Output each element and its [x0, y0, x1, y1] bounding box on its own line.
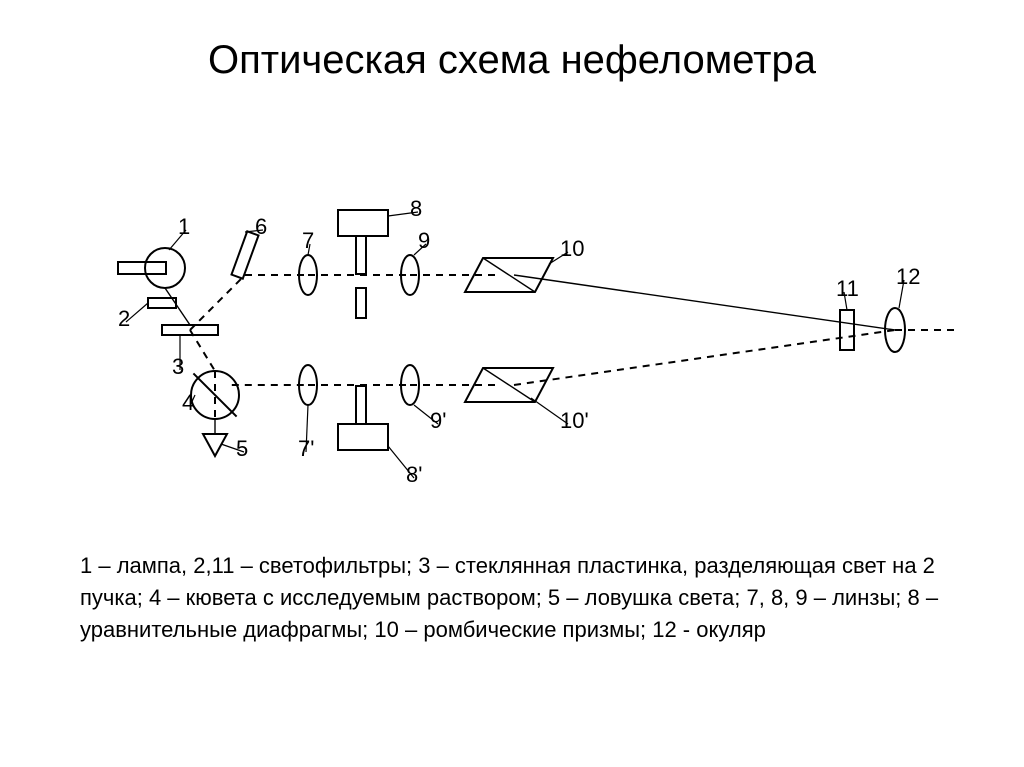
- component-label-7: 7: [302, 228, 314, 254]
- component-label-1: 1: [178, 214, 190, 240]
- component-label-7p: 7': [298, 436, 314, 462]
- optical-diagram: [0, 0, 1024, 540]
- component-label-2: 2: [118, 306, 130, 332]
- component-label-10p: 10': [560, 408, 589, 434]
- component-label-8: 8: [410, 196, 422, 222]
- component-label-5: 5: [236, 436, 248, 462]
- component-label-11: 11: [836, 276, 859, 302]
- component-label-3: 3: [172, 354, 184, 380]
- component-label-12: 12: [896, 264, 920, 290]
- component-label-4: 4: [182, 390, 194, 416]
- component-label-9: 9: [418, 228, 430, 254]
- component-label-6: 6: [255, 214, 267, 240]
- caption-text: 1 – лампа, 2,11 – светофильтры; 3 – стек…: [80, 550, 950, 646]
- component-label-10: 10: [560, 236, 584, 262]
- component-label-9p: 9': [430, 408, 446, 434]
- component-label-8p: 8': [406, 462, 422, 488]
- page: Оптическая схема нефелометра 12345678910…: [0, 0, 1024, 767]
